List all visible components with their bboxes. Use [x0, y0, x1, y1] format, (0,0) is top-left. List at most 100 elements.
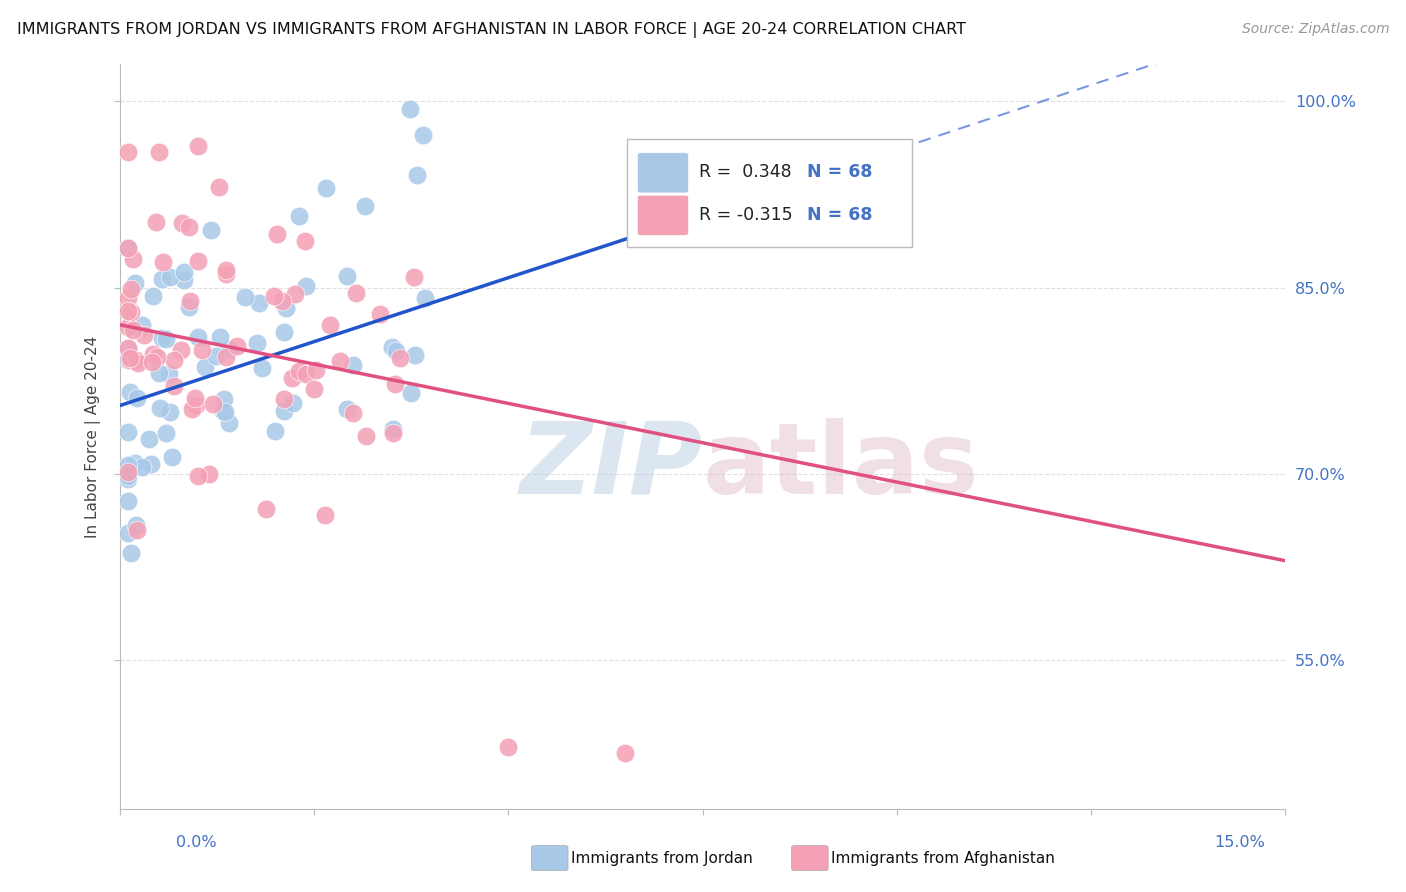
- Point: [315, 181, 337, 195]
- Text: Source: ZipAtlas.com: Source: ZipAtlas.com: [1241, 22, 1389, 37]
- Point: [385, 344, 408, 359]
- Point: [215, 267, 238, 281]
- Point: [336, 269, 359, 284]
- Point: [170, 216, 193, 230]
- Text: Immigrants from Afghanistan: Immigrants from Afghanistan: [831, 851, 1054, 865]
- Point: [314, 508, 336, 522]
- Text: 0.0%: 0.0%: [176, 836, 217, 850]
- Point: [117, 291, 139, 305]
- Point: [118, 353, 141, 368]
- Point: [122, 252, 145, 267]
- Point: [142, 347, 165, 361]
- Text: 15.0%: 15.0%: [1215, 836, 1265, 850]
- Point: [264, 424, 287, 438]
- Point: [159, 405, 181, 419]
- Point: [173, 264, 195, 278]
- Point: [388, 351, 411, 366]
- Point: [132, 328, 155, 343]
- Point: [384, 377, 406, 392]
- Point: [117, 458, 139, 472]
- Point: [194, 359, 217, 374]
- Point: [405, 168, 427, 182]
- Point: [124, 276, 146, 290]
- Point: [412, 128, 434, 143]
- Point: [205, 349, 228, 363]
- Point: [120, 305, 142, 319]
- Point: [170, 343, 193, 357]
- Point: [381, 340, 404, 354]
- Point: [344, 285, 367, 300]
- Point: [149, 401, 172, 416]
- Point: [302, 383, 325, 397]
- Point: [117, 342, 139, 356]
- Point: [215, 263, 238, 277]
- Point: [148, 145, 170, 160]
- Point: [245, 336, 267, 351]
- Point: [209, 330, 232, 344]
- Point: [177, 219, 200, 234]
- Point: [413, 292, 436, 306]
- Point: [211, 404, 233, 418]
- Point: [117, 526, 139, 541]
- Point: [152, 331, 174, 345]
- Point: [179, 293, 201, 308]
- Text: ZIP: ZIP: [520, 417, 703, 515]
- Point: [187, 468, 209, 483]
- FancyBboxPatch shape: [637, 195, 689, 235]
- Point: [273, 404, 295, 418]
- Point: [368, 307, 391, 321]
- Point: [183, 391, 205, 405]
- Point: [225, 339, 247, 353]
- Point: [117, 425, 139, 440]
- Point: [141, 457, 163, 471]
- Point: [117, 320, 139, 334]
- Point: [124, 456, 146, 470]
- Point: [214, 392, 236, 406]
- Point: [284, 286, 307, 301]
- Point: [252, 360, 274, 375]
- Point: [117, 241, 139, 255]
- Point: [613, 746, 636, 760]
- Point: [287, 209, 309, 223]
- Point: [141, 355, 163, 369]
- Point: [118, 384, 141, 399]
- Point: [179, 301, 201, 315]
- Point: [399, 102, 422, 116]
- Point: [186, 398, 208, 412]
- Point: [117, 494, 139, 508]
- Point: [146, 350, 169, 364]
- Point: [142, 289, 165, 303]
- Point: [200, 223, 222, 237]
- Point: [124, 518, 146, 533]
- Point: [180, 401, 202, 416]
- Point: [342, 406, 364, 420]
- Point: [152, 254, 174, 268]
- Point: [208, 179, 231, 194]
- Point: [187, 138, 209, 153]
- Point: [131, 459, 153, 474]
- Point: [127, 356, 149, 370]
- Text: Immigrants from Jordan: Immigrants from Jordan: [571, 851, 752, 865]
- Text: R = -0.315: R = -0.315: [699, 206, 793, 224]
- Point: [399, 385, 422, 400]
- Point: [120, 546, 142, 560]
- Point: [404, 270, 426, 285]
- Point: [305, 363, 328, 377]
- Point: [163, 379, 186, 393]
- Point: [117, 341, 139, 355]
- Point: [117, 465, 139, 479]
- Point: [266, 227, 288, 241]
- Point: [148, 366, 170, 380]
- Point: [191, 343, 214, 357]
- Point: [263, 289, 285, 303]
- Point: [354, 429, 377, 443]
- Point: [202, 397, 225, 411]
- Text: IMMIGRANTS FROM JORDAN VS IMMIGRANTS FROM AFGHANISTAN IN LABOR FORCE | AGE 20-24: IMMIGRANTS FROM JORDAN VS IMMIGRANTS FRO…: [17, 22, 966, 38]
- Point: [117, 469, 139, 483]
- Point: [295, 279, 318, 293]
- Point: [125, 391, 148, 405]
- Point: [218, 416, 240, 430]
- Text: N = 68: N = 68: [807, 206, 873, 224]
- Point: [120, 351, 142, 366]
- Text: R =  0.348: R = 0.348: [699, 163, 792, 181]
